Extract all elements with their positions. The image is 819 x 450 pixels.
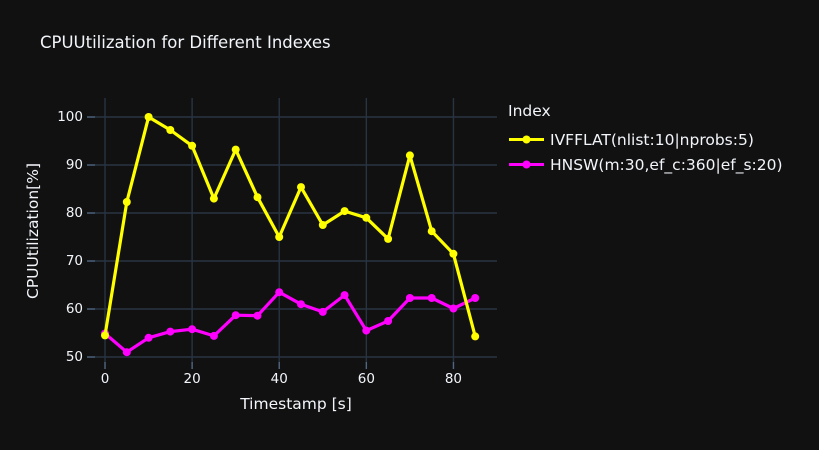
series-marker-1	[275, 288, 284, 297]
series-marker-0	[340, 207, 349, 216]
legend-line-marker-icon	[509, 160, 544, 169]
y-tick-label: 100	[57, 109, 83, 125]
series-marker-0	[405, 151, 414, 160]
chart-title: CPUUtilization for Different Indexes	[40, 33, 331, 52]
series-marker-0	[188, 141, 197, 150]
series-marker-1	[449, 304, 458, 313]
series-marker-1	[471, 294, 480, 302]
series-marker-0	[231, 145, 240, 154]
series-marker-0	[253, 193, 262, 202]
series-marker-1	[122, 348, 131, 357]
series-marker-0	[275, 233, 284, 241]
series-marker-0	[384, 234, 393, 243]
series-line-0	[103, 115, 477, 338]
x-tick-label: 60	[357, 371, 375, 387]
series-marker-1	[362, 326, 371, 335]
x-tick-label: 0	[100, 371, 110, 387]
series-marker-1	[144, 333, 153, 342]
series-marker-1	[166, 327, 175, 336]
series-marker-1	[231, 311, 240, 320]
series-marker-0	[297, 183, 305, 192]
series-marker-0	[449, 249, 458, 258]
series-marker-1	[188, 325, 197, 334]
x-tick-label: 20	[183, 371, 201, 387]
series-marker-1	[427, 294, 436, 302]
series-marker-1	[340, 291, 349, 300]
x-tick-label: 80	[444, 371, 463, 387]
series-marker-0	[101, 331, 109, 340]
series-marker-1	[384, 317, 393, 325]
series-marker-0	[166, 126, 175, 134]
legend-item-ivfflat[interactable]: IVFFLAT(nlist:10|nprobs:5)	[508, 127, 783, 152]
x-axis-title: Timestamp [s]	[240, 395, 352, 413]
series-marker-1	[297, 300, 305, 309]
series-marker-1	[318, 307, 327, 316]
y-tick-label: 80	[65, 205, 83, 221]
y-tick-label: 90	[65, 157, 83, 173]
series-marker-0	[471, 332, 480, 341]
series-marker-0	[209, 194, 218, 203]
series-marker-0	[318, 221, 327, 229]
series-line-1	[103, 290, 477, 354]
legend-line-marker-icon	[509, 135, 544, 144]
y-tick-label: 70	[65, 253, 83, 269]
series-marker-1	[253, 311, 262, 320]
x-tick-label: 40	[270, 371, 288, 387]
series-marker-0	[122, 198, 131, 206]
series-marker-0	[427, 227, 436, 236]
legend-title: Index	[508, 102, 551, 120]
series-marker-0	[144, 113, 153, 121]
series-marker-0	[362, 213, 371, 222]
series-marker-1	[405, 294, 414, 302]
legend: Index IVFFLAT(nlist:10|nprobs:5) HNSW(m:…	[508, 102, 783, 177]
legend-item-label: HNSW(m:30,ef_c:360|ef_s:20)	[550, 155, 783, 174]
y-axis-title: CPUUtilization[%]	[24, 162, 42, 300]
y-tick-label: 50	[65, 349, 83, 365]
y-tick-label: 60	[65, 301, 83, 317]
legend-item-label: IVFFLAT(nlist:10|nprobs:5)	[550, 130, 754, 149]
series-marker-1	[209, 331, 218, 340]
legend-item-hnsw[interactable]: HNSW(m:30,ef_c:360|ef_s:20)	[508, 152, 783, 177]
